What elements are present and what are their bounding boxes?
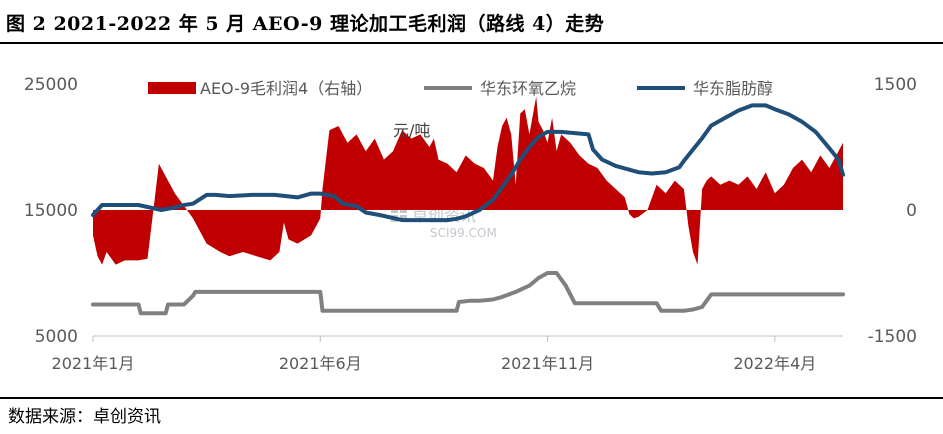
left-tick-label: 5000: [35, 327, 78, 347]
right-tick-label: 0: [906, 201, 917, 221]
lines-layer: [91, 103, 845, 316]
eo-price-line: [91, 271, 845, 316]
watermark-url: SCI99.COM: [430, 226, 497, 240]
data-source: 数据来源：卓创资讯: [8, 407, 161, 427]
source-rule: [0, 397, 943, 399]
left-tick-label: 25000: [24, 75, 78, 95]
legend-label-eo: 华东环氧乙烷: [480, 79, 576, 98]
unit-label: 元/吨: [393, 121, 430, 140]
legend: AEO-9毛利润4（右轴） 华东环氧乙烷 华东脂肪醇: [148, 79, 773, 98]
right-tick-label: -1500: [868, 327, 917, 347]
alcohol-price-line: [91, 103, 845, 223]
legend-label-alcohol: 华东脂肪醇: [693, 79, 773, 98]
legend-swatch-profit: [148, 82, 196, 94]
x-tick-label: 2021年11月: [501, 354, 594, 373]
figure-title: 图 2 2021-2022 年 5 月 AEO-9 理论加工毛利润（路线 4）走…: [6, 13, 605, 35]
x-tick-label: 2021年1月: [52, 354, 135, 373]
profit-area-layer: [93, 96, 843, 265]
legend-label-profit: AEO-9毛利润4（右轴）: [200, 79, 372, 98]
x-tick-label: 2022年4月: [733, 354, 816, 373]
x-tick-label: 2021年6月: [279, 354, 362, 373]
profit-area: [93, 96, 843, 265]
title-rule: [0, 42, 943, 44]
right-tick-label: 1500: [874, 75, 917, 95]
left-tick-label: 15000: [24, 201, 78, 221]
